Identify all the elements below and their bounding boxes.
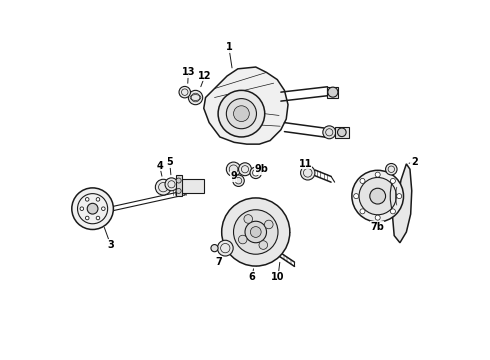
Circle shape xyxy=(101,207,105,211)
Circle shape xyxy=(338,128,346,136)
Circle shape xyxy=(244,215,252,223)
Bar xyxy=(176,175,181,196)
Text: 7: 7 xyxy=(216,257,222,267)
Circle shape xyxy=(375,172,380,177)
Circle shape xyxy=(176,188,181,193)
Text: 13: 13 xyxy=(182,67,195,77)
Circle shape xyxy=(250,167,262,179)
Polygon shape xyxy=(204,67,288,144)
Circle shape xyxy=(265,220,273,229)
Circle shape xyxy=(352,170,403,222)
Circle shape xyxy=(300,166,315,180)
Text: 11: 11 xyxy=(298,159,312,169)
Text: 9b: 9b xyxy=(254,164,268,174)
Circle shape xyxy=(239,163,251,176)
Text: 7b: 7b xyxy=(370,222,384,231)
Circle shape xyxy=(391,179,395,184)
Circle shape xyxy=(386,163,397,175)
Circle shape xyxy=(354,194,359,199)
Circle shape xyxy=(359,177,396,215)
Circle shape xyxy=(218,90,265,137)
Text: 1: 1 xyxy=(225,42,232,52)
Circle shape xyxy=(259,241,268,249)
Circle shape xyxy=(234,106,249,122)
Circle shape xyxy=(211,244,218,252)
Circle shape xyxy=(165,178,178,191)
Circle shape xyxy=(218,240,233,256)
Circle shape xyxy=(85,198,89,201)
Circle shape xyxy=(96,216,100,220)
Circle shape xyxy=(155,179,171,195)
Text: 3: 3 xyxy=(107,239,114,249)
Circle shape xyxy=(176,178,181,183)
Polygon shape xyxy=(327,87,338,98)
Circle shape xyxy=(188,90,203,105)
Circle shape xyxy=(239,235,247,244)
Text: 2: 2 xyxy=(411,157,417,167)
Bar xyxy=(177,179,204,193)
Circle shape xyxy=(72,188,113,229)
Circle shape xyxy=(328,87,338,97)
Polygon shape xyxy=(335,127,349,138)
Text: 12: 12 xyxy=(198,71,212,81)
Text: 9: 9 xyxy=(230,171,237,181)
Circle shape xyxy=(250,226,261,237)
Text: 10: 10 xyxy=(271,272,285,282)
Circle shape xyxy=(221,198,290,266)
Circle shape xyxy=(226,99,256,129)
Circle shape xyxy=(233,175,245,186)
Circle shape xyxy=(245,221,267,243)
Circle shape xyxy=(234,210,278,254)
Circle shape xyxy=(80,207,84,211)
Text: 4: 4 xyxy=(156,161,163,171)
Circle shape xyxy=(397,194,402,199)
Circle shape xyxy=(391,209,395,214)
Text: 5: 5 xyxy=(166,157,173,167)
Circle shape xyxy=(360,179,365,184)
Circle shape xyxy=(226,162,241,176)
Circle shape xyxy=(375,215,380,220)
Circle shape xyxy=(179,86,191,98)
Circle shape xyxy=(96,198,100,201)
Circle shape xyxy=(85,216,89,220)
Polygon shape xyxy=(392,164,412,243)
Circle shape xyxy=(323,126,336,139)
Circle shape xyxy=(370,188,386,204)
Text: 6: 6 xyxy=(249,272,256,282)
Circle shape xyxy=(87,203,98,214)
Circle shape xyxy=(360,209,365,214)
